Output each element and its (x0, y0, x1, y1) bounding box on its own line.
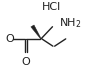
Text: O: O (21, 57, 30, 67)
Text: O: O (6, 34, 15, 44)
Text: HCl: HCl (42, 2, 61, 12)
Text: NH$_2$: NH$_2$ (59, 17, 81, 30)
Polygon shape (31, 25, 41, 39)
